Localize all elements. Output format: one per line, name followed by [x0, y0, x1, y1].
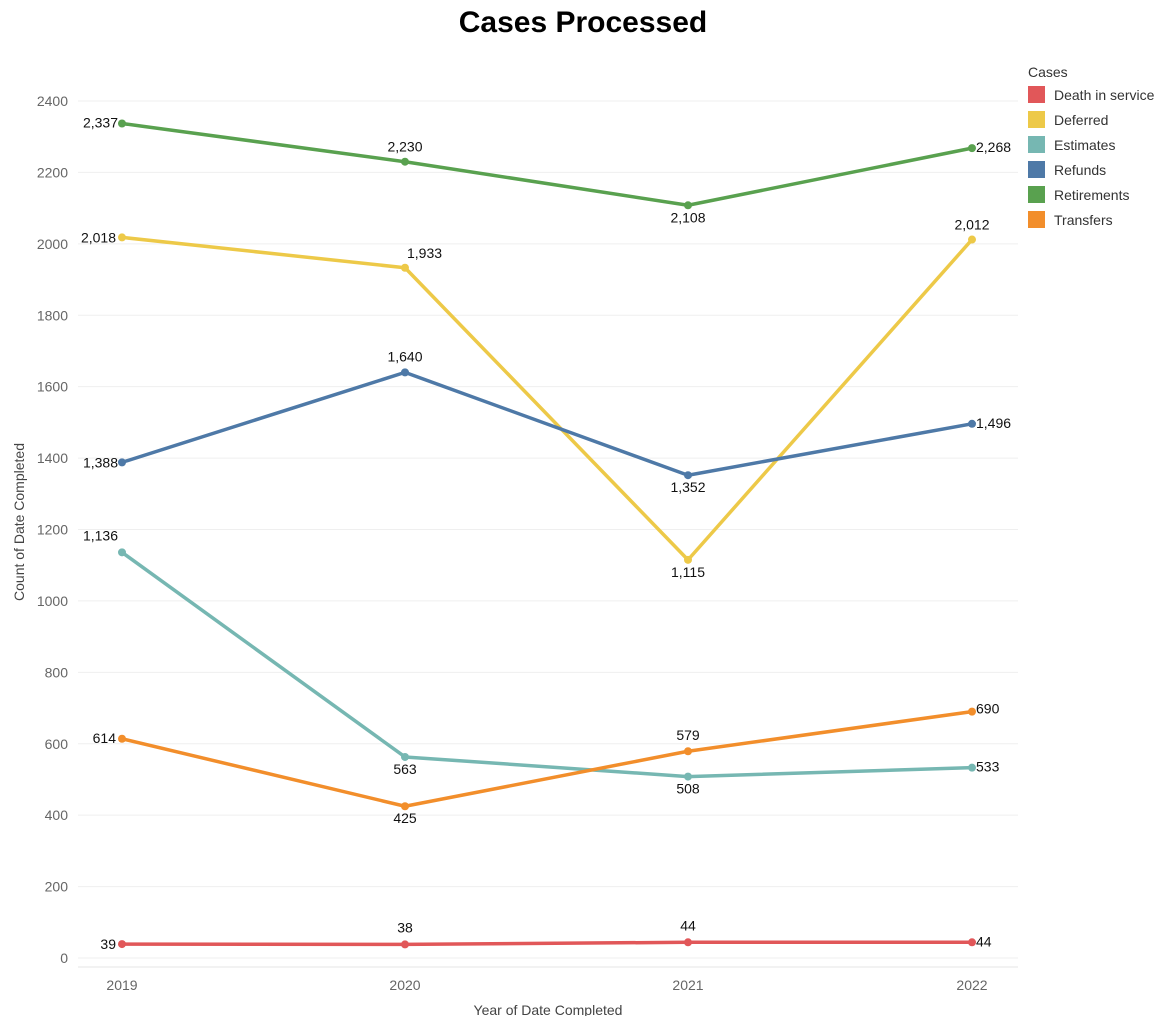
- legend-swatch: [1028, 136, 1045, 153]
- data-label: 1,640: [387, 348, 422, 364]
- data-label: 38: [397, 919, 413, 935]
- y-tick-label: 1600: [37, 379, 68, 395]
- data-point: [684, 938, 692, 947]
- legend-item[interactable]: Transfers: [1028, 207, 1154, 232]
- data-label: 563: [393, 761, 417, 777]
- legend-label: Transfers: [1054, 211, 1113, 228]
- data-label: 39: [100, 936, 116, 952]
- data-label: 425: [393, 810, 417, 826]
- legend-item[interactable]: Deferred: [1028, 107, 1154, 132]
- data-point: [118, 940, 126, 949]
- legend-swatch: [1028, 111, 1045, 128]
- data-label: 2,018: [81, 229, 116, 245]
- data-point: [401, 940, 409, 949]
- legend-item[interactable]: Refunds: [1028, 157, 1154, 182]
- data-point: [118, 548, 126, 557]
- data-point: [684, 772, 692, 781]
- series-line: [120, 940, 974, 947]
- data-label: 1,136: [83, 527, 118, 543]
- x-axis-title: Year of Date Completed: [474, 1002, 623, 1016]
- legend-title: Cases: [1028, 64, 1068, 80]
- data-point: [968, 938, 976, 947]
- y-tick-label: 0: [60, 950, 68, 966]
- legend-label: Deferred: [1054, 111, 1109, 128]
- series-line: [120, 235, 974, 562]
- legend-swatch: [1028, 86, 1045, 103]
- data-label: 1,496: [976, 415, 1011, 431]
- legend: Cases Death in service Deferred Estimates R…: [1028, 64, 1154, 232]
- y-tick-label: 1000: [37, 593, 68, 609]
- series-line: [120, 709, 974, 808]
- data-label: 533: [976, 759, 1000, 775]
- data-label: 1,388: [83, 454, 118, 470]
- legend-label: Death in service: [1054, 86, 1155, 103]
- data-point: [968, 235, 976, 244]
- data-point: [968, 707, 976, 716]
- data-label: 2,230: [387, 139, 422, 155]
- data-label: 44: [976, 933, 992, 949]
- series-line: [120, 550, 974, 779]
- legend-swatch: [1028, 186, 1045, 203]
- data-point: [401, 802, 409, 811]
- x-tick-label: 2021: [672, 977, 703, 993]
- data-label: 1,115: [671, 564, 705, 580]
- y-tick-label: 800: [45, 664, 69, 680]
- data-point: [684, 747, 692, 756]
- legend-item[interactable]: Estimates: [1028, 132, 1154, 157]
- data-point: [118, 458, 126, 467]
- chart-title: Cases Processed: [458, 6, 708, 39]
- data-point: [118, 119, 126, 128]
- y-tick-label: 1400: [37, 450, 68, 466]
- y-tick-label: 2000: [37, 236, 68, 252]
- data-label: 508: [676, 781, 700, 797]
- legend-items: Death in service Deferred Estimates Refunds…: [1028, 82, 1154, 232]
- legend-item[interactable]: Retirements: [1028, 182, 1154, 207]
- data-point: [401, 368, 409, 377]
- y-tick-label: 400: [45, 807, 69, 823]
- data-label: 579: [676, 727, 700, 743]
- y-tick-label: 600: [45, 736, 69, 752]
- data-label: 690: [976, 701, 1000, 717]
- data-point: [401, 263, 409, 272]
- data-point: [118, 233, 126, 242]
- legend-swatch: [1028, 211, 1045, 228]
- data-label: 614: [93, 730, 117, 746]
- legend-item[interactable]: Death in service: [1028, 82, 1154, 107]
- y-tick-label: 1800: [37, 307, 68, 323]
- data-point: [968, 419, 976, 428]
- data-point: [118, 734, 126, 743]
- y-tick-label: 2400: [37, 93, 68, 109]
- data-point: [684, 555, 692, 564]
- series-line: [120, 121, 974, 208]
- x-tick-label: 2022: [956, 977, 987, 993]
- data-label: 1,933: [407, 245, 442, 261]
- data-point: [401, 157, 409, 166]
- data-point: [684, 201, 692, 210]
- data-label: 44: [680, 917, 696, 933]
- data-label: 2,268: [976, 139, 1011, 155]
- data-label: 1,352: [670, 479, 705, 495]
- data-point: [401, 752, 409, 761]
- data-label: 2,108: [670, 209, 705, 225]
- y-axis-title: Count of Date Completed: [11, 443, 27, 601]
- x-tick-label: 2019: [106, 977, 137, 993]
- legend-swatch: [1028, 161, 1045, 178]
- data-label: 2,012: [954, 217, 989, 233]
- x-tick-label: 2020: [389, 977, 420, 993]
- y-tick-label: 200: [45, 879, 69, 895]
- series-line: [120, 370, 974, 477]
- data-point: [968, 763, 976, 772]
- y-tick-label: 2200: [37, 164, 68, 180]
- data-point: [684, 471, 692, 480]
- data-label: 2,337: [83, 114, 118, 130]
- legend-label: Refunds: [1054, 161, 1107, 178]
- data-point: [968, 144, 976, 153]
- legend-label: Retirements: [1054, 186, 1130, 203]
- y-tick-label: 1200: [37, 522, 68, 538]
- legend-label: Estimates: [1054, 136, 1116, 153]
